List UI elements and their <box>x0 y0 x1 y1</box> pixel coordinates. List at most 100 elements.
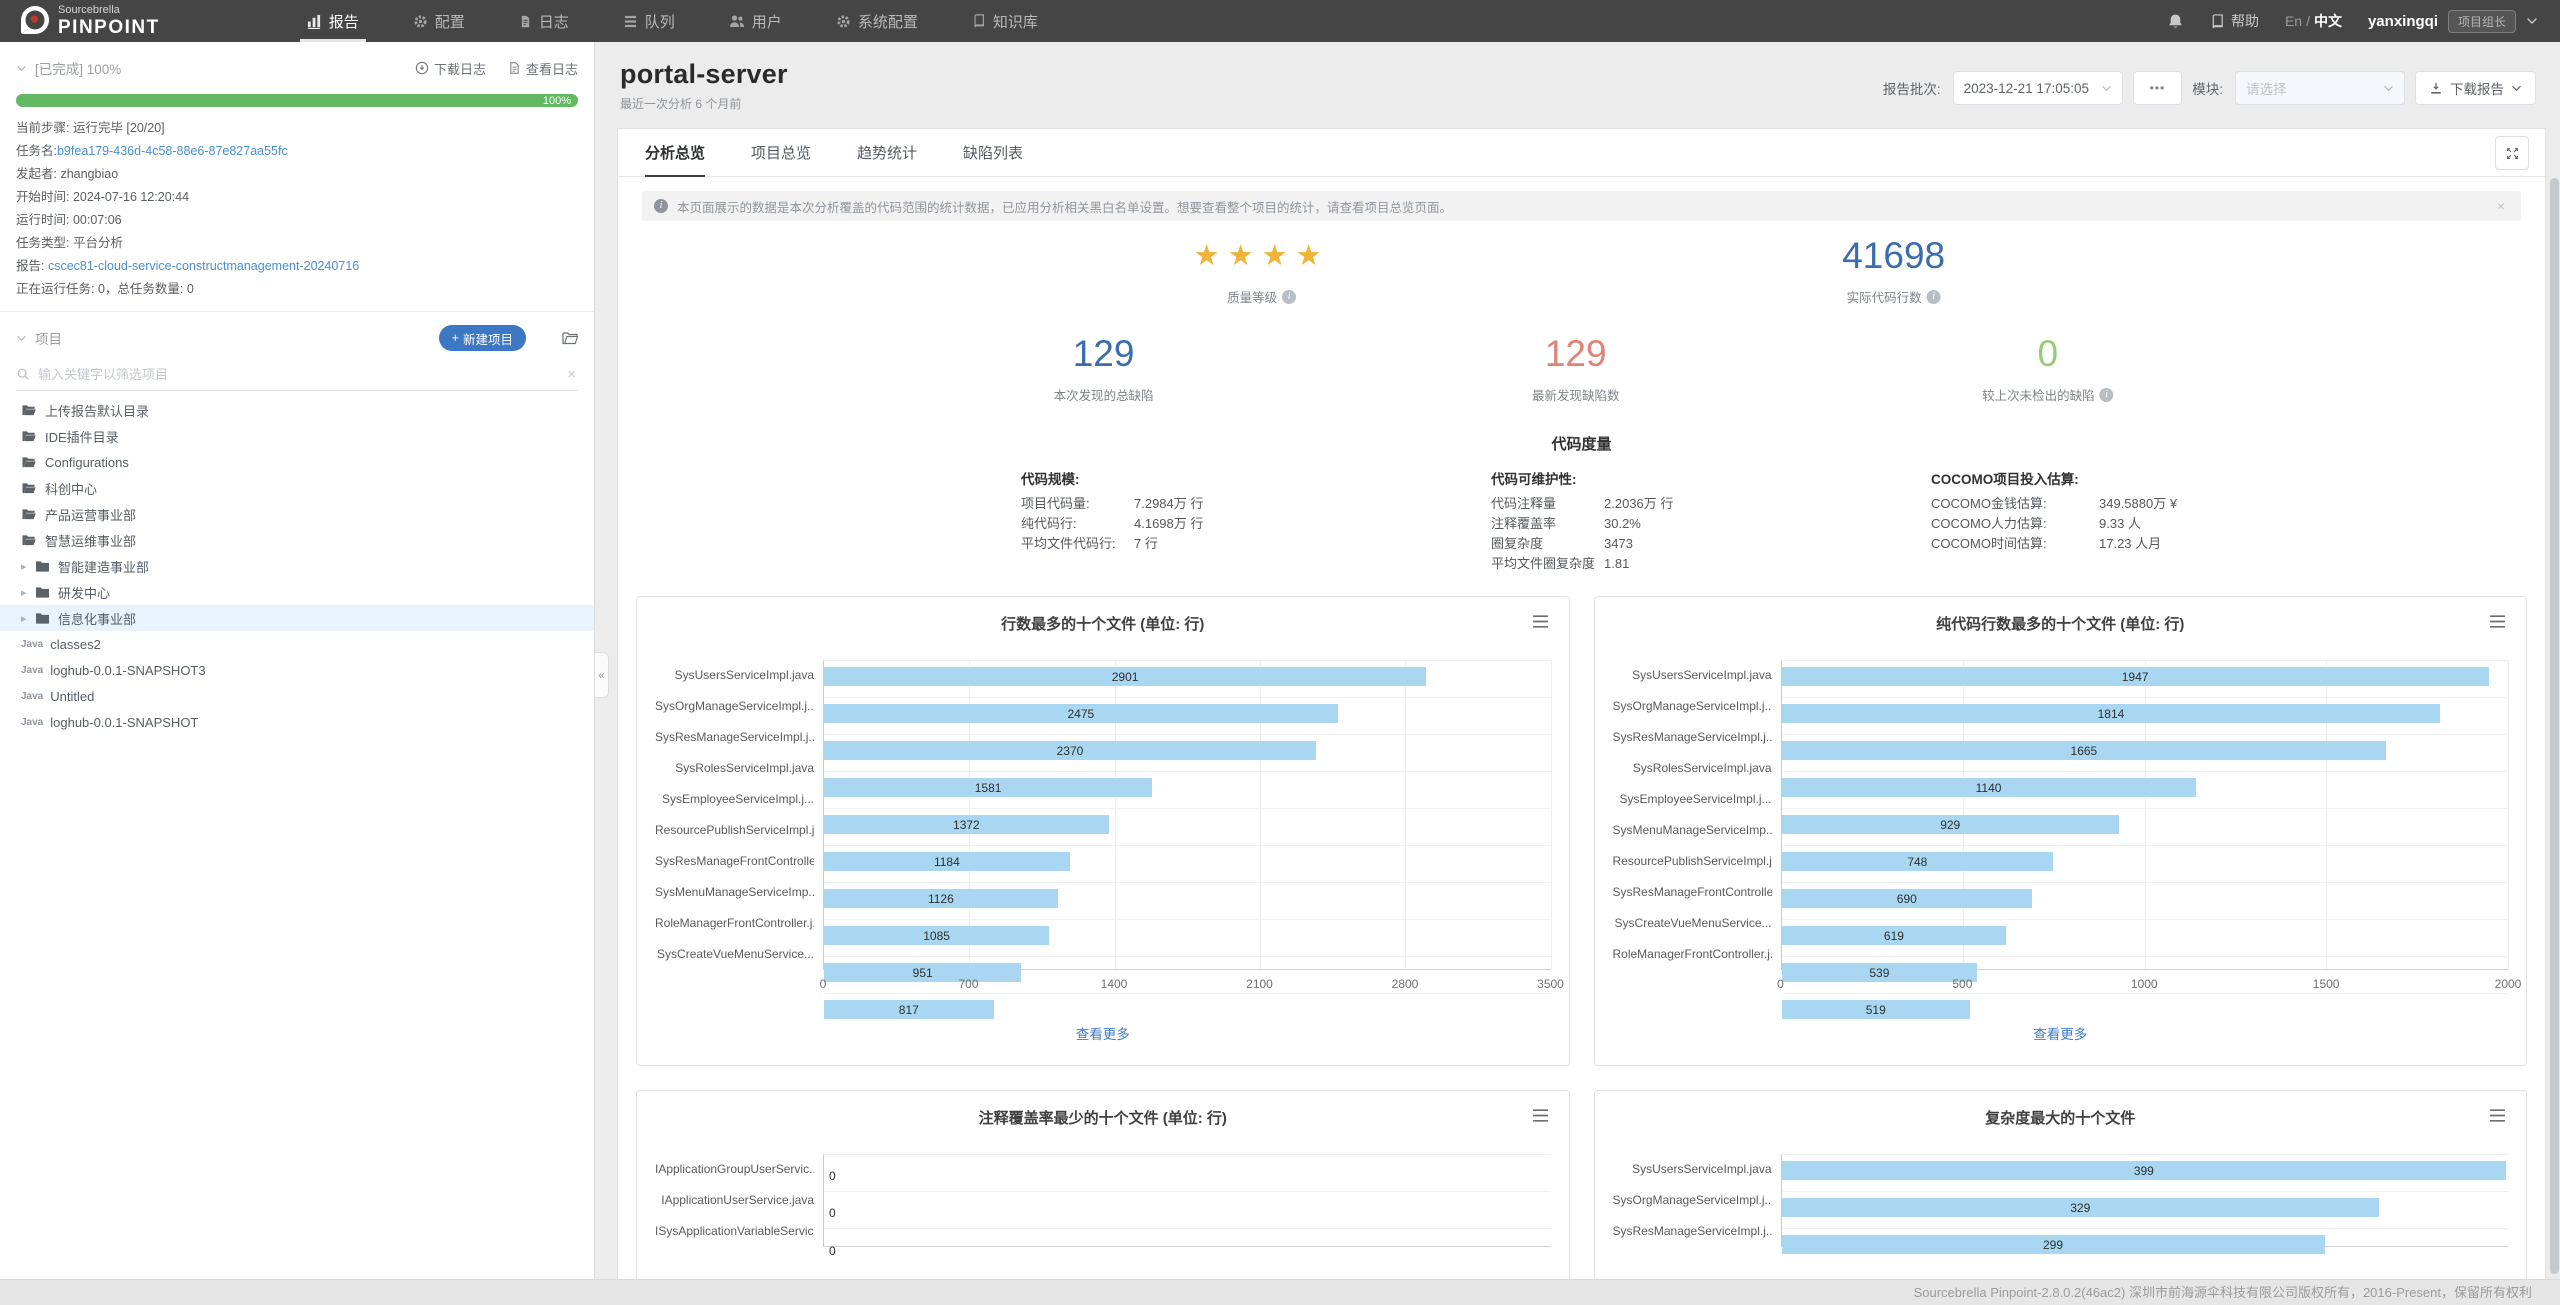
progress-label: 100% <box>543 95 571 107</box>
new-project-button[interactable]: + 新建项目 <box>439 325 526 351</box>
page-title: portal-server <box>620 59 788 90</box>
nav-item-4[interactable]: 用户 <box>702 0 809 42</box>
info-icon[interactable] <box>2100 388 2114 402</box>
category-label: SysEmployeeServiceImpl.j... <box>1613 784 1772 815</box>
lang-en[interactable]: En <box>2285 13 2302 29</box>
tree-item[interactable]: JavaUntitled <box>0 683 594 709</box>
menu-icon[interactable] <box>1532 1109 1549 1122</box>
clear-search-icon[interactable]: × <box>567 366 578 383</box>
brand-logo[interactable]: Sourcebrella PINPOINT <box>20 5 160 37</box>
bar-value: 1372 <box>953 818 980 832</box>
tree-item[interactable]: ▸智能建造事业部 <box>0 553 594 579</box>
folder-open-outline-icon[interactable] <box>562 331 578 345</box>
category-label: SysMenuManageServiceImp... <box>655 877 814 908</box>
bar-row: 519 <box>1782 1000 2509 1031</box>
bell-icon[interactable] <box>2167 13 2184 30</box>
info-icon[interactable] <box>1282 290 1296 304</box>
sidebar: [已完成] 100% 下载日志 查看日志 100% 当前步骤: 运行完毕 [20… <box>0 42 595 1279</box>
metric-row: 圈复杂度3473 <box>1491 534 1931 554</box>
bar-value: 1126 <box>928 892 954 906</box>
plus-icon: + <box>452 331 459 345</box>
metrics-groups: 代码规模:项目代码量:7.2984万 行纯代码行:4.1698万 行平均文件代码… <box>1021 468 2545 574</box>
caret-right-icon[interactable]: ▸ <box>21 586 32 599</box>
chevron-down-icon[interactable] <box>16 335 27 342</box>
x-tick: 2100 <box>1246 977 1273 991</box>
x-tick: 3500 <box>1537 977 1564 991</box>
caret-right-icon[interactable]: ▸ <box>21 612 32 625</box>
tree-item-label: loghub-0.0.1-SNAPSHOT <box>50 715 198 730</box>
tree-item[interactable]: 智慧运维事业部 <box>0 527 594 553</box>
bar-value: 1947 <box>2122 670 2149 684</box>
bar-row: 2475 <box>824 704 1551 735</box>
tree-item[interactable]: Javaclasses2 <box>0 631 594 657</box>
nav-item-0[interactable]: 报告 <box>280 0 386 42</box>
category-label: ResourcePublishServiceImpl.j... <box>1613 846 1772 877</box>
tree-item[interactable]: Javaloghub-0.0.1-SNAPSHOT3 <box>0 657 594 683</box>
sidebar-collapse-handle[interactable]: « <box>595 652 609 698</box>
tree-item[interactable]: Configurations <box>0 449 594 475</box>
menu-icon[interactable] <box>2489 1109 2506 1122</box>
tree-item[interactable]: 科创中心 <box>0 475 594 501</box>
user-menu[interactable]: yanxingqi 项目组长 <box>2368 10 2538 33</box>
stat-loc: 41698 实际代码行数 <box>1842 237 1945 306</box>
bar-row: 817 <box>824 1000 1551 1031</box>
tree-item[interactable]: 上传报告默认目录 <box>0 397 594 423</box>
download-log-button[interactable]: 下载日志 <box>415 59 486 78</box>
tab-2[interactable]: 趋势统计 <box>857 129 917 176</box>
footer: Sourcebrella Pinpoint-2.8.0.2(46ac2) 深圳市… <box>0 1279 2560 1305</box>
menu-icon[interactable] <box>1532 615 1549 628</box>
nav-item-3[interactable]: 队列 <box>596 0 702 42</box>
stat-not-detected: 0 较上次未检出的缺陷 <box>1982 335 2114 404</box>
pinpoint-logo-icon <box>20 5 50 37</box>
project-search-input[interactable] <box>38 367 559 382</box>
info-icon[interactable] <box>1927 290 1941 304</box>
tree-item-label: 智慧运维事业部 <box>45 531 136 550</box>
tree-item[interactable]: ▸ 研发中心 <box>0 579 594 605</box>
task-field-link[interactable]: cscec81-cloud-service-constructmanagemen… <box>48 259 359 273</box>
nav-item-6[interactable]: 知识库 <box>945 0 1065 42</box>
main-header: portal-server 最近一次分析 6 个月前 报告批次: 2023-12… <box>617 42 2560 128</box>
info-banner: 本页面展示的数据是本次分析覆盖的代码范围的统计数据，已应用分析相关黑白名单设置。… <box>642 191 2521 221</box>
fullscreen-button[interactable] <box>2495 136 2529 170</box>
more-actions-button[interactable]: ••• <box>2133 71 2183 105</box>
menu-icon[interactable] <box>2489 615 2506 628</box>
language-toggle[interactable]: En / 中文 <box>2285 11 2342 31</box>
tree-item[interactable]: Javaloghub-0.0.1-SNAPSHOT <box>0 709 594 735</box>
nav-menu: 报告配置日志队列用户系统配置知识库 <box>280 0 1065 42</box>
copyright-text: Sourcebrella Pinpoint-2.8.0.2(46ac2) 深圳市… <box>1914 1285 2532 1300</box>
nav-item-1[interactable]: 配置 <box>386 0 492 42</box>
bar-value: 748 <box>1907 855 1927 869</box>
brand-product: PINPOINT <box>58 18 160 37</box>
tab-0[interactable]: 分析总览 <box>645 129 705 176</box>
tab-3[interactable]: 缺陷列表 <box>963 129 1023 176</box>
tree-item-label: 上传报告默认目录 <box>45 401 149 420</box>
task-fields: 当前步骤: 运行完毕 [20/20]任务名:b9fea179-436d-4c58… <box>0 115 594 303</box>
tab-1[interactable]: 项目总览 <box>751 129 811 176</box>
view-log-button[interactable]: 查看日志 <box>508 59 578 78</box>
help-menu[interactable]: 帮助 <box>2210 11 2259 31</box>
tree-item-label: 产品运营事业部 <box>45 505 136 524</box>
report-batch-select[interactable]: 2023-12-21 17:05:05 <box>1953 71 2123 105</box>
bar-row: 2370 <box>824 741 1551 772</box>
task-field: 当前步骤: 运行完毕 [20/20] <box>16 117 578 140</box>
tree-item-label: 研发中心 <box>58 583 110 602</box>
download-report-button[interactable]: 下载报告 <box>2415 71 2536 105</box>
chevron-down-icon[interactable] <box>16 65 27 72</box>
vertical-scrollbar[interactable] <box>2550 178 2559 1274</box>
module-select[interactable]: 请选择 <box>2235 71 2405 105</box>
lang-zh[interactable]: 中文 <box>2314 11 2342 31</box>
nav-item-5[interactable]: 系统配置 <box>809 0 945 42</box>
caret-right-icon[interactable]: ▸ <box>21 560 32 573</box>
nav-item-2[interactable]: 日志 <box>492 0 596 42</box>
tree-item[interactable]: 产品运营事业部 <box>0 501 594 527</box>
bar-row: 1126 <box>824 889 1551 920</box>
banner-close-icon[interactable]: × <box>2493 198 2509 214</box>
category-label: SysEmployeeServiceImpl.j... <box>655 784 814 815</box>
tree-item[interactable]: IDE插件目录 <box>0 423 594 449</box>
tree-item[interactable]: ▸信息化事业部 <box>0 605 594 631</box>
banner-text: 本页面展示的数据是本次分析覆盖的代码范围的统计数据，已应用分析相关黑白名单设置。… <box>677 197 2484 216</box>
category-label: SysResManageServiceImpl.j... <box>1613 722 1772 753</box>
chart-card-1: 纯代码行数最多的十个文件 (单位: 行)SysUsersServiceImpl.… <box>1594 596 2528 1066</box>
task-field-link[interactable]: b9fea179-436d-4c58-88e6-87e827aa55fc <box>57 144 288 158</box>
bar-value: 817 <box>899 1003 919 1017</box>
